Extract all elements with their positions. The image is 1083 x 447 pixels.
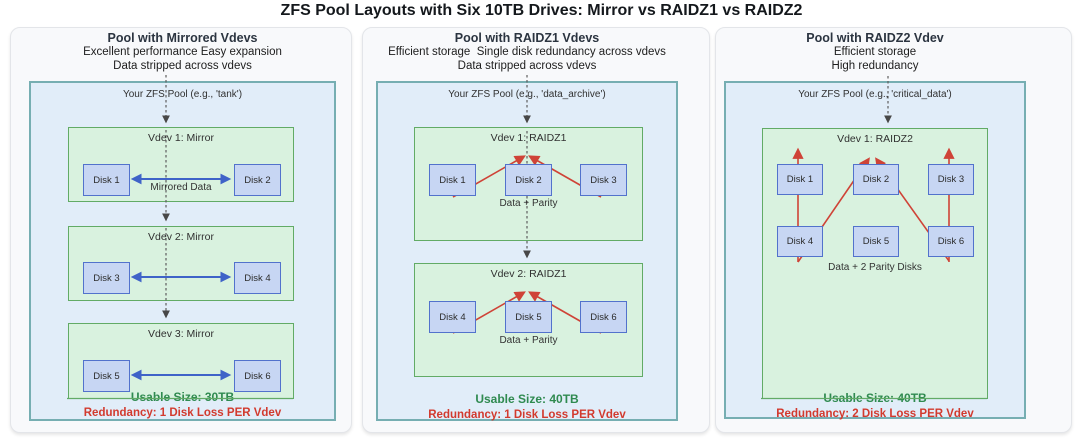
usable-size-label: Usable Size: 40TB	[475, 392, 579, 406]
disk-box: Disk 2	[505, 164, 552, 196]
disk-box: Disk 5	[505, 301, 552, 333]
vdev-label: Vdev 3: Mirror	[148, 328, 214, 340]
panel-title: Pool with RAIDZ1 Vdevs	[454, 31, 600, 45]
panel-subtitle: Data stripped across vdevs	[113, 60, 252, 72]
usable-size-label: Usable Size: 40TB	[823, 391, 927, 405]
panel-card-raidz1: Pool with RAIDZ1 Vdevs Efficient storage…	[362, 27, 710, 433]
disk-box: Disk 2	[234, 164, 281, 196]
vdev-label: Vdev 1: RAIDZ1	[490, 132, 567, 144]
disk-box: Disk 6	[580, 301, 627, 333]
disk-box: Disk 1	[777, 164, 823, 195]
vdev-label: Vdev 2: Mirror	[148, 231, 214, 243]
data-parity-label: Data + Parity	[499, 335, 558, 346]
disk-box: Disk 1	[83, 164, 130, 196]
pool-label: Your ZFS Pool (e.g., 'critical_data')	[798, 89, 952, 100]
panel-title: Pool with Mirrored Vdevs	[107, 31, 258, 45]
disk-box: Disk 4	[777, 226, 823, 257]
disk-box: Disk 6	[234, 360, 281, 392]
diagram-title: ZFS Pool Layouts with Six 10TB Drives: M…	[280, 2, 803, 19]
disk-box: Disk 6	[928, 226, 974, 257]
usable-size-label: Usable Size: 30TB	[130, 390, 235, 404]
disk-box: Disk 5	[853, 226, 899, 257]
data-2-parity-label: Data + 2 Parity Disks	[828, 262, 922, 273]
disk-box: Disk 3	[928, 164, 974, 195]
disk-box: Disk 4	[234, 262, 281, 294]
panel-card-raidz2: Pool with RAIDZ2 Vdev Efficient storage …	[715, 27, 1072, 433]
disk-box: Disk 2	[853, 164, 899, 195]
panel-card-mirror: Pool with Mirrored Vdevs Excellent perfo…	[10, 27, 352, 433]
disk-box: Disk 3	[580, 164, 627, 196]
mirrored-data-label: Mirrored Data	[150, 182, 212, 193]
data-parity-label: Data + Parity	[499, 198, 558, 209]
panel-subtitle: High redundancy	[831, 60, 919, 72]
disk-box: Disk 5	[83, 360, 130, 392]
pool-label: Your ZFS Pool (e.g., 'data_archive')	[448, 89, 606, 100]
vdev-label: Vdev 2: RAIDZ1	[490, 268, 567, 280]
vdev-label: Vdev 1: RAIDZ2	[837, 133, 913, 145]
redundancy-label: Redundancy: 1 Disk Loss PER Vdev	[428, 409, 626, 421]
panel-subtitle: Efficient storage	[833, 46, 917, 58]
panel-subtitle: Efficient storage Single disk redundancy…	[388, 46, 666, 58]
pool-label: Your ZFS Pool (e.g., 'tank')	[122, 89, 243, 100]
redundancy-label: Redundancy: 1 Disk Loss PER Vdev	[83, 407, 282, 419]
panel-title: Pool with RAIDZ2 Vdev	[806, 31, 944, 45]
vdev-label: Vdev 1: Mirror	[148, 132, 214, 144]
redundancy-label: Redundancy: 2 Disk Loss PER Vdev	[776, 408, 974, 420]
panel-subtitle: Excellent performance Easy expansion	[83, 46, 282, 58]
disk-box: Disk 1	[429, 164, 476, 196]
panel-subtitle: Data stripped across vdevs	[457, 60, 597, 72]
disk-box: Disk 4	[429, 301, 476, 333]
disk-box: Disk 3	[83, 262, 130, 294]
